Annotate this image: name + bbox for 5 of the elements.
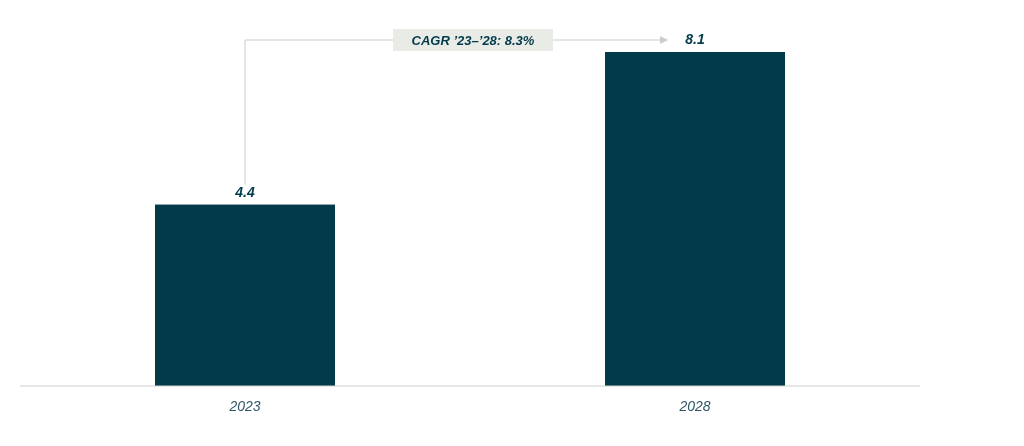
data-label: 8.1 xyxy=(685,31,705,47)
x-tick-label: 2028 xyxy=(678,398,711,414)
data-label: 4.4 xyxy=(234,183,255,200)
text: CAGR ’23–’28: 8.3% xyxy=(411,33,535,48)
x-tick-label: 2023 xyxy=(228,398,261,414)
